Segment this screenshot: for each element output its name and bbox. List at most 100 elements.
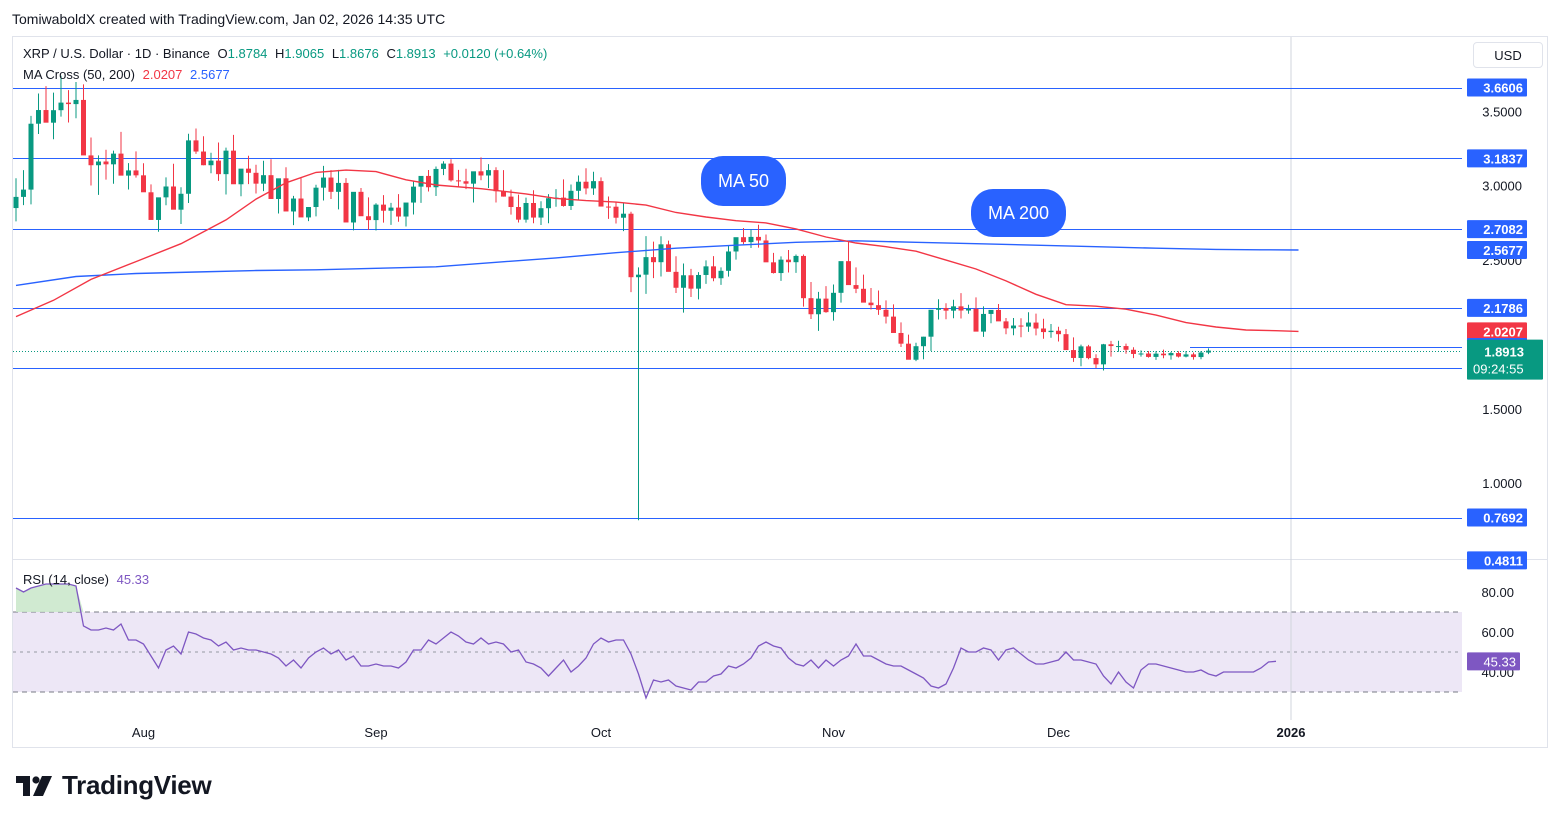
candle[interactable] (831, 284, 836, 321)
candle[interactable] (96, 155, 101, 195)
candle[interactable] (51, 92, 56, 140)
candle[interactable] (418, 175, 424, 203)
candle[interactable] (1116, 340, 1121, 352)
candle[interactable] (696, 272, 701, 300)
candle[interactable] (1078, 344, 1084, 367)
level-price-label[interactable]: 3.1837 (1467, 149, 1527, 168)
rsi-value-label[interactable]: 45.33 (1467, 652, 1520, 671)
candle[interactable] (148, 184, 154, 220)
candle[interactable] (328, 170, 334, 199)
candle[interactable] (283, 167, 289, 212)
candle[interactable] (493, 167, 499, 203)
candle[interactable] (658, 236, 664, 277)
candle[interactable] (666, 240, 671, 272)
candle[interactable] (786, 249, 791, 273)
candle[interactable] (163, 177, 169, 206)
candle[interactable] (126, 163, 131, 190)
candle[interactable] (973, 297, 979, 332)
candle[interactable] (1101, 343, 1106, 371)
candle[interactable] (291, 195, 296, 226)
candle[interactable] (598, 177, 604, 207)
candle[interactable] (523, 197, 529, 223)
candle[interactable] (268, 159, 274, 199)
candle[interactable] (1168, 352, 1174, 360)
candle[interactable] (141, 163, 146, 193)
candle[interactable] (1191, 352, 1196, 360)
candle[interactable] (448, 159, 454, 182)
candle[interactable] (276, 178, 281, 214)
candle[interactable] (388, 202, 394, 225)
candle[interactable] (771, 252, 776, 274)
candle[interactable] (193, 128, 199, 154)
candle[interactable] (486, 164, 491, 188)
candle[interactable] (966, 304, 971, 314)
candle[interactable] (21, 170, 26, 206)
candle[interactable] (508, 189, 514, 215)
candle[interactable] (88, 137, 94, 186)
candle[interactable] (1011, 317, 1016, 336)
rsi-indicator-name[interactable]: RSI (14, close) (23, 572, 109, 587)
candle[interactable] (703, 260, 709, 284)
candle[interactable] (1198, 350, 1204, 360)
candle[interactable] (591, 171, 596, 195)
candle[interactable] (943, 303, 949, 320)
candle[interactable] (73, 81, 79, 119)
candle[interactable] (1093, 354, 1099, 369)
candle[interactable] (171, 163, 176, 210)
candle[interactable] (216, 142, 221, 181)
candle[interactable] (951, 299, 956, 319)
axis-value-label[interactable]: 2.5677 (1467, 241, 1527, 260)
candle[interactable] (876, 290, 881, 315)
candle[interactable] (433, 166, 439, 197)
candle[interactable] (201, 136, 206, 166)
candle[interactable] (861, 274, 866, 303)
candle[interactable] (238, 168, 244, 197)
candle[interactable] (36, 93, 41, 134)
candle[interactable] (58, 75, 64, 117)
candle[interactable] (546, 194, 551, 224)
candle[interactable] (336, 169, 341, 210)
candle[interactable] (441, 161, 446, 176)
candle[interactable] (1123, 343, 1129, 354)
candle[interactable] (463, 168, 469, 190)
tradingview-brand[interactable]: TradingView (16, 770, 212, 801)
level-price-label[interactable]: 2.1786 (1467, 298, 1527, 317)
candle[interactable] (1026, 312, 1031, 332)
candle[interactable] (246, 155, 251, 185)
candle[interactable] (103, 149, 109, 180)
axis-value-label[interactable]: 0.4811 (1467, 551, 1527, 570)
candle[interactable] (651, 241, 656, 279)
currency-button[interactable]: USD (1473, 42, 1543, 68)
candle[interactable] (306, 207, 311, 222)
candle[interactable] (133, 151, 139, 178)
candle[interactable] (358, 187, 364, 217)
candle[interactable] (298, 178, 304, 218)
rsi-line[interactable] (15, 583, 1277, 700)
candle[interactable] (793, 254, 799, 273)
candle[interactable] (1048, 324, 1054, 338)
symbol-title[interactable]: XRP / U.S. Dollar · 1D · Binance (23, 46, 210, 61)
candle[interactable] (313, 184, 319, 217)
candle[interactable] (81, 84, 86, 156)
candle[interactable] (478, 157, 484, 181)
candle[interactable] (928, 309, 934, 351)
candle[interactable] (613, 201, 619, 224)
candle[interactable] (343, 178, 349, 223)
candle[interactable] (711, 256, 716, 282)
candle[interactable] (1131, 347, 1136, 359)
current-price-label[interactable]: 1.8913 09:24:55 (1467, 339, 1543, 380)
candle[interactable] (1063, 328, 1069, 351)
candle[interactable] (958, 293, 964, 319)
candle[interactable] (426, 169, 431, 192)
candle[interactable] (643, 236, 649, 294)
candle[interactable] (43, 86, 49, 123)
candle[interactable] (621, 202, 626, 232)
candle[interactable] (381, 195, 386, 223)
ma-indicator-name[interactable]: MA Cross (50, 200) (23, 67, 135, 82)
candle[interactable] (898, 322, 904, 347)
candle[interactable] (778, 256, 784, 281)
candle[interactable] (186, 133, 191, 203)
candle[interactable] (883, 300, 889, 324)
candle[interactable] (996, 303, 1001, 322)
candle[interactable] (681, 263, 686, 313)
